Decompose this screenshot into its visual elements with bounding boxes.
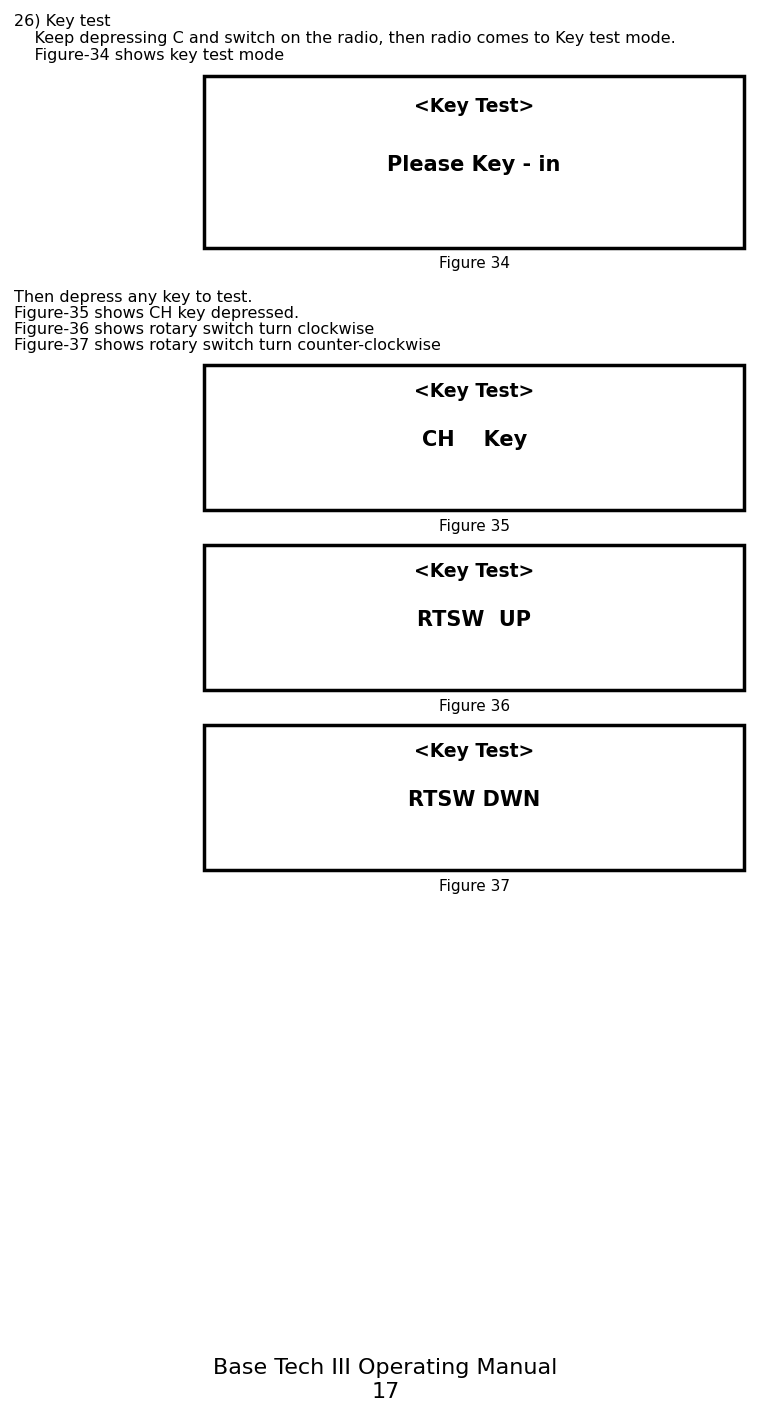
Text: Figure 35: Figure 35 bbox=[439, 519, 510, 533]
Text: Base Tech III Operating Manual: Base Tech III Operating Manual bbox=[214, 1358, 557, 1378]
Text: Figure-37 shows rotary switch turn counter-clockwise: Figure-37 shows rotary switch turn count… bbox=[14, 338, 441, 352]
Text: <Key Test>: <Key Test> bbox=[414, 98, 534, 116]
Text: Then depress any key to test.: Then depress any key to test. bbox=[14, 290, 252, 306]
Text: Figure-35 shows CH key depressed.: Figure-35 shows CH key depressed. bbox=[14, 306, 299, 321]
Text: Figure 37: Figure 37 bbox=[439, 879, 510, 894]
FancyBboxPatch shape bbox=[204, 724, 744, 870]
Text: Please Key - in: Please Key - in bbox=[388, 156, 561, 175]
Text: <Key Test>: <Key Test> bbox=[414, 741, 534, 761]
FancyBboxPatch shape bbox=[204, 545, 744, 691]
Text: Figure-34 shows key test mode: Figure-34 shows key test mode bbox=[14, 48, 284, 64]
Text: RTSW  UP: RTSW UP bbox=[417, 610, 531, 630]
FancyBboxPatch shape bbox=[204, 365, 744, 509]
Text: <Key Test>: <Key Test> bbox=[414, 382, 534, 400]
Text: Figure-36 shows rotary switch turn clockwise: Figure-36 shows rotary switch turn clock… bbox=[14, 323, 374, 337]
Text: Figure 36: Figure 36 bbox=[439, 699, 510, 715]
Text: 17: 17 bbox=[372, 1382, 399, 1402]
Text: Keep depressing C and switch on the radio, then radio comes to Key test mode.: Keep depressing C and switch on the radi… bbox=[14, 31, 675, 47]
Text: Figure 34: Figure 34 bbox=[439, 256, 510, 272]
FancyBboxPatch shape bbox=[204, 76, 744, 248]
Text: 26) Key test: 26) Key test bbox=[14, 14, 110, 28]
Text: CH    Key: CH Key bbox=[422, 430, 527, 450]
Text: RTSW DWN: RTSW DWN bbox=[408, 790, 540, 809]
Text: <Key Test>: <Key Test> bbox=[414, 562, 534, 582]
